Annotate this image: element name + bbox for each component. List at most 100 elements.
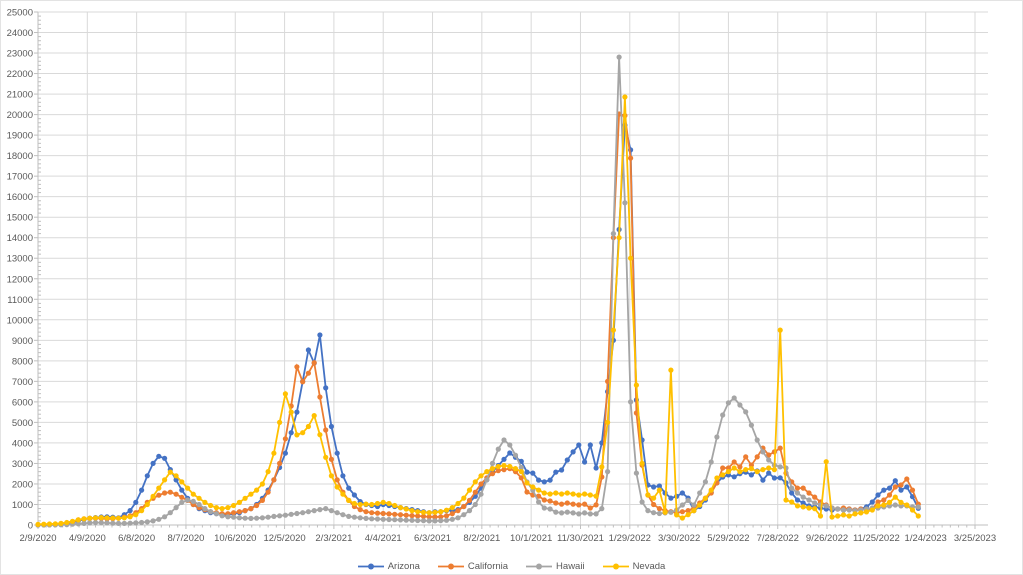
data-point: [288, 430, 294, 436]
data-point: [886, 485, 893, 491]
data-point: [334, 510, 340, 516]
y-axis-label: 3000: [12, 459, 33, 470]
data-point: [92, 515, 99, 521]
data-point: [323, 506, 329, 512]
data-point: [127, 520, 133, 526]
x-axis-label: 7/28/2022: [757, 533, 799, 544]
data-point: [403, 506, 409, 512]
legend-label: Nevada: [632, 560, 666, 572]
data-point: [455, 508, 461, 514]
data-point: [472, 489, 478, 495]
data-point: [461, 503, 467, 510]
series-nevada[interactable]: [35, 94, 921, 528]
data-point: [144, 501, 150, 508]
data-point: [507, 463, 513, 470]
data-point: [328, 508, 334, 514]
series-hawaii[interactable]: [35, 54, 921, 528]
data-point: [328, 473, 334, 479]
legend-item-hawaii[interactable]: Hawaii: [526, 560, 585, 572]
legend-item-arizona[interactable]: Arizona: [357, 560, 420, 572]
data-point: [702, 479, 709, 485]
data-point: [75, 517, 81, 523]
legend-item-california[interactable]: California: [437, 561, 508, 572]
series-line-hawaii[interactable]: [38, 57, 919, 526]
data-point: [904, 484, 910, 490]
data-point: [656, 506, 663, 512]
data-point: [426, 510, 432, 516]
data-point: [668, 509, 674, 515]
y-axis-label: 21000: [7, 90, 33, 101]
data-point: [639, 460, 645, 466]
data-point: [380, 516, 386, 522]
data-point: [898, 482, 904, 488]
data-point: [300, 379, 306, 385]
data-point: [628, 255, 634, 261]
data-point: [576, 511, 582, 517]
data-point: [495, 463, 501, 470]
data-point: [173, 491, 179, 497]
data-point: [691, 508, 697, 514]
data-point: [432, 509, 438, 515]
x-axis-label: 4/4/2021: [365, 533, 402, 544]
data-point: [294, 364, 300, 370]
data-point: [150, 460, 156, 466]
data-point: [863, 509, 870, 515]
data-point: [783, 497, 789, 503]
data-point: [363, 501, 369, 507]
data-point: [466, 487, 473, 493]
data-point: [559, 510, 565, 516]
data-point: [397, 512, 404, 518]
data-point: [323, 454, 329, 460]
data-point: [455, 515, 461, 521]
data-point: [559, 501, 565, 507]
legend-item-nevada[interactable]: Nevada: [602, 560, 666, 572]
data-point: [357, 507, 363, 513]
data-point: [547, 477, 553, 483]
data-point: [593, 493, 599, 499]
data-point: [334, 484, 340, 490]
data-point: [501, 437, 507, 443]
legend-label: Hawaii: [556, 560, 585, 572]
data-point: [760, 449, 766, 455]
data-point: [881, 502, 887, 508]
data-point: [553, 509, 559, 515]
data-point: [271, 513, 277, 520]
data-point: [806, 490, 812, 496]
data-point: [219, 513, 225, 519]
data-point: [731, 465, 737, 471]
series-line-nevada[interactable]: [37, 96, 919, 526]
data-point: [420, 513, 427, 520]
data-point: [915, 513, 921, 519]
y-axis-label: 17000: [7, 172, 33, 183]
y-axis-label: 9000: [12, 336, 33, 347]
data-point: [311, 360, 317, 366]
data-point: [179, 499, 185, 505]
data-point: [317, 394, 323, 400]
data-point: [162, 514, 168, 520]
data-point: [231, 510, 237, 516]
data-point: [271, 477, 277, 483]
data-point: [340, 491, 346, 497]
series-line-arizona[interactable]: [37, 124, 920, 526]
y-axis-label: 13000: [7, 254, 33, 265]
data-point: [869, 507, 875, 513]
data-point: [541, 490, 547, 496]
data-point: [553, 500, 559, 506]
data-point: [507, 442, 513, 448]
data-point: [478, 491, 484, 497]
x-axis-label: 1/24/2023: [905, 533, 947, 544]
data-point: [800, 494, 806, 500]
series-line-california[interactable]: [37, 112, 920, 526]
data-point: [731, 395, 737, 401]
data-point: [587, 492, 593, 498]
data-point: [915, 504, 921, 510]
data-point: [507, 450, 513, 456]
legend-label: Arizona: [387, 560, 420, 572]
data-point: [645, 492, 651, 498]
data-point: [455, 500, 461, 507]
data-point: [369, 501, 375, 508]
data-point: [789, 485, 795, 491]
data-point: [743, 454, 749, 460]
data-point: [248, 491, 254, 497]
data-point: [81, 516, 87, 522]
